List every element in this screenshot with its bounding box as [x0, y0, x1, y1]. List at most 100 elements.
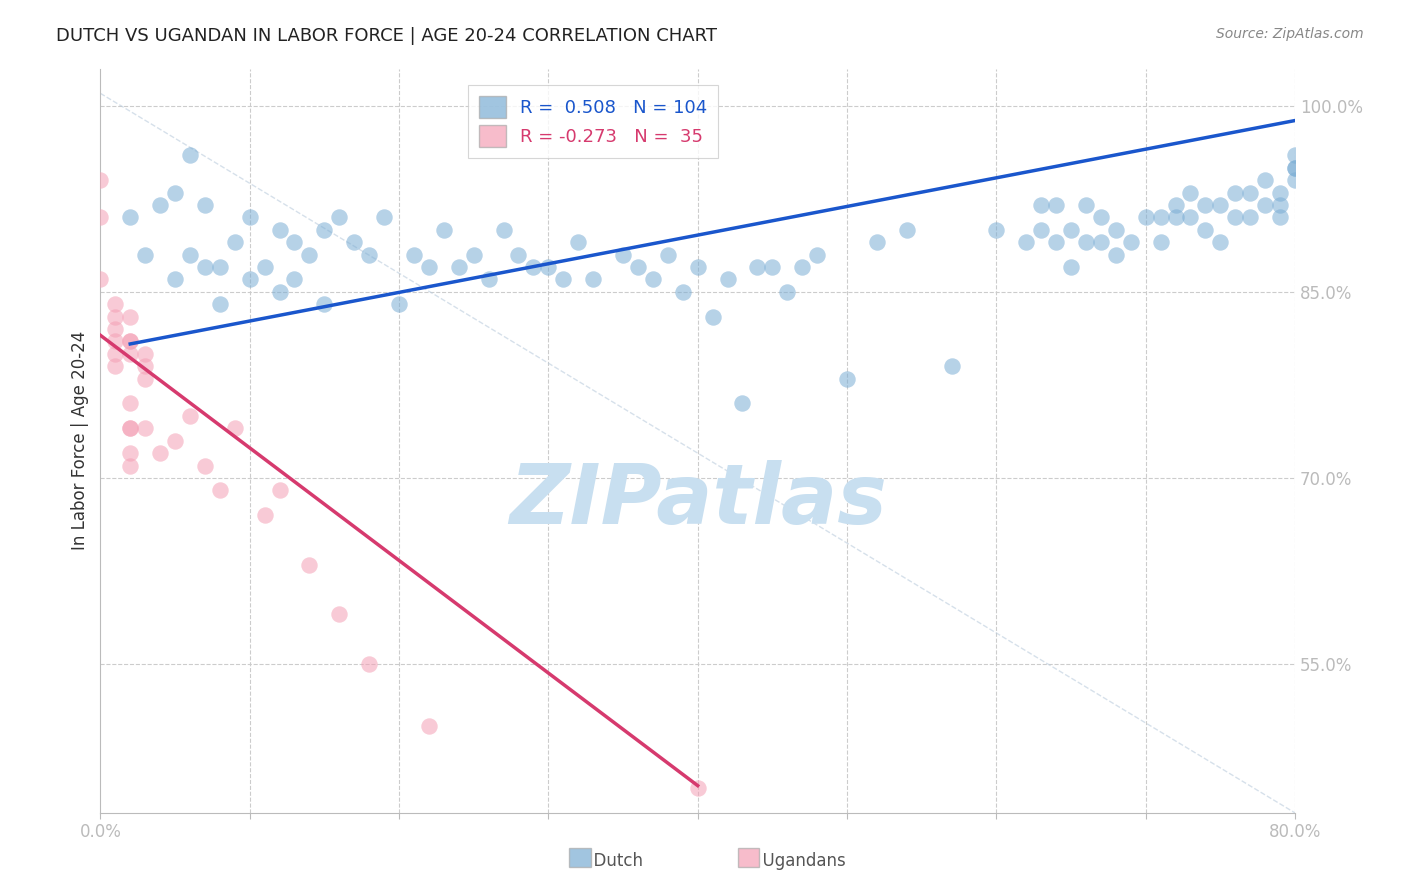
FancyBboxPatch shape [738, 848, 759, 867]
Point [702, 310, 724, 324]
Point [120, 310, 142, 324]
Point [1209, 198, 1232, 212]
Point [120, 334, 142, 349]
Point [1180, 211, 1202, 225]
Point [463, 247, 485, 261]
Y-axis label: In Labor Force | Age 20-24: In Labor Force | Age 20-24 [72, 331, 89, 550]
Point [163, 186, 186, 200]
Point [120, 334, 142, 349]
Point [1031, 198, 1053, 212]
Point [986, 223, 1008, 237]
Point [298, 247, 321, 261]
Point [835, 372, 858, 386]
Point [418, 719, 440, 733]
Point [1284, 161, 1306, 175]
Point [134, 372, 156, 386]
Point [359, 247, 381, 261]
Point [537, 260, 560, 274]
Point [433, 223, 456, 237]
Point [1225, 186, 1247, 200]
Point [1268, 211, 1291, 225]
Point [447, 260, 470, 274]
Point [686, 260, 709, 274]
Point [208, 260, 231, 274]
Point [283, 272, 305, 286]
Point [1313, 136, 1336, 150]
Point [1239, 211, 1261, 225]
Point [104, 322, 127, 336]
Point [731, 396, 754, 410]
Point [1074, 235, 1097, 250]
Point [343, 235, 366, 250]
Point [1090, 211, 1112, 225]
Point [179, 409, 201, 423]
Point [89, 272, 111, 286]
Point [686, 781, 709, 796]
Point [1299, 148, 1322, 162]
Point [1284, 161, 1306, 175]
Point [149, 446, 172, 460]
Point [402, 247, 425, 261]
FancyBboxPatch shape [569, 848, 591, 867]
Point [269, 285, 291, 299]
Point [792, 260, 814, 274]
Legend: R =  0.508   N = 104, R = -0.273   N =  35: R = 0.508 N = 104, R = -0.273 N = 35 [468, 85, 718, 158]
Point [1060, 223, 1083, 237]
Point [1254, 198, 1277, 212]
Point [1194, 198, 1216, 212]
Point [163, 272, 186, 286]
Point [120, 446, 142, 460]
Point [194, 458, 217, 473]
Point [1149, 235, 1171, 250]
Point [179, 148, 201, 162]
Point [328, 607, 350, 622]
Point [761, 260, 783, 274]
Text: Ugandans: Ugandans [752, 852, 846, 870]
Point [1180, 186, 1202, 200]
Point [120, 347, 142, 361]
Point [1225, 211, 1247, 225]
Point [716, 272, 738, 286]
Point [522, 260, 544, 274]
Point [1313, 148, 1336, 162]
Point [866, 235, 889, 250]
Point [104, 359, 127, 374]
Point [1164, 198, 1187, 212]
Point [1284, 148, 1306, 162]
Point [672, 285, 695, 299]
Point [120, 211, 142, 225]
Point [1105, 223, 1128, 237]
Point [224, 421, 246, 435]
Point [194, 260, 217, 274]
Point [1254, 173, 1277, 187]
Point [627, 260, 650, 274]
Point [806, 247, 828, 261]
Point [657, 247, 679, 261]
Point [328, 211, 350, 225]
Point [553, 272, 575, 286]
Text: Dutch: Dutch [583, 852, 644, 870]
Point [612, 247, 634, 261]
Point [208, 297, 231, 311]
Text: Source: ZipAtlas.com: Source: ZipAtlas.com [1216, 27, 1364, 41]
Point [1194, 223, 1216, 237]
Point [224, 235, 246, 250]
Point [1015, 235, 1038, 250]
Point [1329, 136, 1351, 150]
Point [1105, 247, 1128, 261]
Text: DUTCH VS UGANDAN IN LABOR FORCE | AGE 20-24 CORRELATION CHART: DUTCH VS UGANDAN IN LABOR FORCE | AGE 20… [56, 27, 717, 45]
Point [359, 657, 381, 671]
Point [134, 247, 156, 261]
Point [1045, 198, 1067, 212]
Point [1239, 186, 1261, 200]
Point [239, 272, 262, 286]
Point [253, 508, 276, 523]
Point [104, 310, 127, 324]
Point [1209, 235, 1232, 250]
Point [1268, 186, 1291, 200]
Point [478, 272, 501, 286]
Point [120, 421, 142, 435]
Point [418, 260, 440, 274]
Point [582, 272, 605, 286]
Point [1284, 173, 1306, 187]
